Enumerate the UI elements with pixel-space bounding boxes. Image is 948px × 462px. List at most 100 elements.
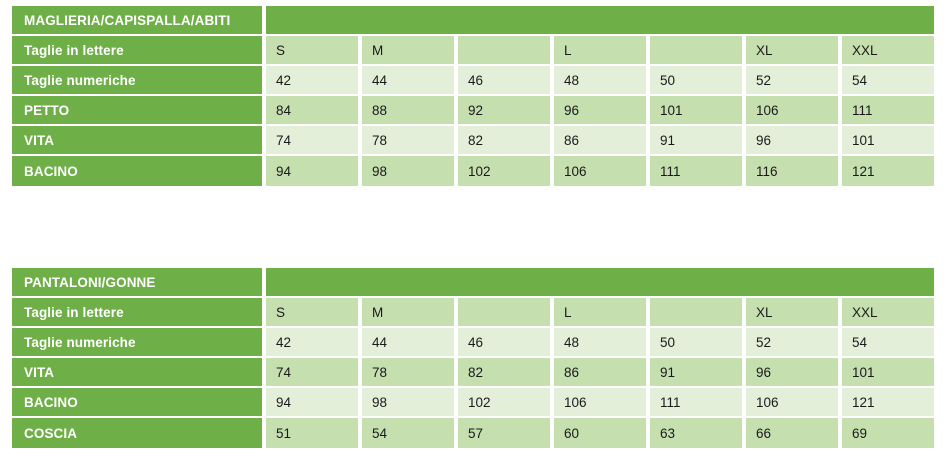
table-cell: L bbox=[550, 298, 646, 328]
table-row: BACINO 94 98 102 106 111 106 121 bbox=[12, 388, 935, 418]
size-table-pantaloni: PANTALONI/GONNE Taglie in lettere S M L XL XXL… bbox=[12, 268, 935, 448]
table-cell: 42 bbox=[262, 328, 358, 358]
table-row: PETTO 84 88 92 96 101 106 111 bbox=[12, 96, 935, 126]
table-cell: 66 bbox=[742, 418, 838, 448]
table-cell: 106 bbox=[550, 388, 646, 418]
table-cell: 74 bbox=[262, 358, 358, 388]
table-cell: 121 bbox=[838, 156, 935, 186]
table-cell: 88 bbox=[358, 96, 454, 126]
table-cell: 44 bbox=[358, 66, 454, 96]
table-cell: 51 bbox=[262, 418, 358, 448]
table-cell: XXL bbox=[838, 36, 935, 66]
table-cell: 92 bbox=[454, 96, 550, 126]
table-cell: 96 bbox=[742, 126, 838, 156]
row-label: BACINO bbox=[12, 388, 262, 418]
table-cell: 74 bbox=[262, 126, 358, 156]
table-cell: 116 bbox=[742, 156, 838, 186]
table-cell: 78 bbox=[358, 358, 454, 388]
table-cell: 96 bbox=[742, 358, 838, 388]
table-cell: XL bbox=[742, 298, 838, 328]
table-cell: 86 bbox=[550, 358, 646, 388]
table-cell bbox=[454, 298, 550, 328]
table-row: COSCIA 51 54 57 60 63 66 69 bbox=[12, 418, 935, 448]
row-label: PETTO bbox=[12, 96, 262, 126]
table-cell: 121 bbox=[838, 388, 935, 418]
table-cell: 94 bbox=[262, 156, 358, 186]
table-cell: S bbox=[262, 298, 358, 328]
table-cell: 46 bbox=[454, 328, 550, 358]
table-cell: 69 bbox=[838, 418, 935, 448]
table-cell: 101 bbox=[838, 126, 935, 156]
row-label: Taglie numeriche bbox=[12, 328, 262, 358]
table-row: Taglie in lettere S M L XL XXL bbox=[12, 36, 935, 66]
table-cell: S bbox=[262, 36, 358, 66]
table-cell: 48 bbox=[550, 328, 646, 358]
table-cell: 98 bbox=[358, 156, 454, 186]
table-cell bbox=[646, 36, 742, 66]
table-cell: 50 bbox=[646, 66, 742, 96]
table-cell: 60 bbox=[550, 418, 646, 448]
table-cell: 102 bbox=[454, 388, 550, 418]
table-row: VITA 74 78 82 86 91 96 101 bbox=[12, 126, 935, 156]
table-cell: 111 bbox=[838, 96, 935, 126]
row-label: COSCIA bbox=[12, 418, 262, 448]
section-title: PANTALONI/GONNE bbox=[12, 268, 262, 298]
table-cell: L bbox=[550, 36, 646, 66]
table-cell: 52 bbox=[742, 66, 838, 96]
table-cell: 91 bbox=[646, 358, 742, 388]
table-cell: 52 bbox=[742, 328, 838, 358]
table-cell: 63 bbox=[646, 418, 742, 448]
table-cell: XXL bbox=[838, 298, 935, 328]
table-cell: 46 bbox=[454, 66, 550, 96]
table-body: PANTALONI/GONNE Taglie in lettere S M L XL XXL… bbox=[12, 268, 935, 448]
table-cell: 86 bbox=[550, 126, 646, 156]
table-cell: 106 bbox=[742, 388, 838, 418]
row-label: Taglie numeriche bbox=[12, 66, 262, 96]
table-cell: 57 bbox=[454, 418, 550, 448]
row-label: Taglie in lettere bbox=[12, 36, 262, 66]
table-cell: M bbox=[358, 36, 454, 66]
table-cell: 84 bbox=[262, 96, 358, 126]
table-cell: 106 bbox=[550, 156, 646, 186]
title-band bbox=[262, 6, 935, 36]
table-cell: M bbox=[358, 298, 454, 328]
row-label: Taglie in lettere bbox=[12, 298, 262, 328]
table-cell: 82 bbox=[454, 126, 550, 156]
table-row: BACINO 94 98 102 106 111 116 121 bbox=[12, 156, 935, 186]
table-row: Taglie in lettere S M L XL XXL bbox=[12, 298, 935, 328]
table-cell: 42 bbox=[262, 66, 358, 96]
table-row: Taglie numeriche 42 44 46 48 50 52 54 bbox=[12, 328, 935, 358]
table-cell: 111 bbox=[646, 156, 742, 186]
table-cell bbox=[454, 36, 550, 66]
table-cell: 50 bbox=[646, 328, 742, 358]
table-cell: 54 bbox=[838, 328, 935, 358]
title-band bbox=[262, 268, 935, 298]
section-title: MAGLIERIA/CAPISPALLA/ABITI bbox=[12, 6, 262, 36]
table-cell: 106 bbox=[742, 96, 838, 126]
table-row: Taglie numeriche 42 44 46 48 50 52 54 bbox=[12, 66, 935, 96]
table-cell: 98 bbox=[358, 388, 454, 418]
table-cell: 101 bbox=[646, 96, 742, 126]
table-cell: 94 bbox=[262, 388, 358, 418]
row-label: BACINO bbox=[12, 156, 262, 186]
table-cell: 96 bbox=[550, 96, 646, 126]
table-cell: 82 bbox=[454, 358, 550, 388]
table-cell: 44 bbox=[358, 328, 454, 358]
row-label: VITA bbox=[12, 126, 262, 156]
table-cell: XL bbox=[742, 36, 838, 66]
table-cell: 102 bbox=[454, 156, 550, 186]
table-cell: 101 bbox=[838, 358, 935, 388]
table-cell: 54 bbox=[838, 66, 935, 96]
row-label: VITA bbox=[12, 358, 262, 388]
table-cell: 78 bbox=[358, 126, 454, 156]
table-cell bbox=[646, 298, 742, 328]
size-table-maglieria: MAGLIERIA/CAPISPALLA/ABITI Taglie in lett… bbox=[12, 6, 935, 186]
table-cell: 111 bbox=[646, 388, 742, 418]
table-body: MAGLIERIA/CAPISPALLA/ABITI Taglie in lett… bbox=[12, 6, 935, 186]
table-cell: 48 bbox=[550, 66, 646, 96]
table-cell: 91 bbox=[646, 126, 742, 156]
table-title-row: PANTALONI/GONNE bbox=[12, 268, 935, 298]
table-cell: 54 bbox=[358, 418, 454, 448]
table-title-row: MAGLIERIA/CAPISPALLA/ABITI bbox=[12, 6, 935, 36]
